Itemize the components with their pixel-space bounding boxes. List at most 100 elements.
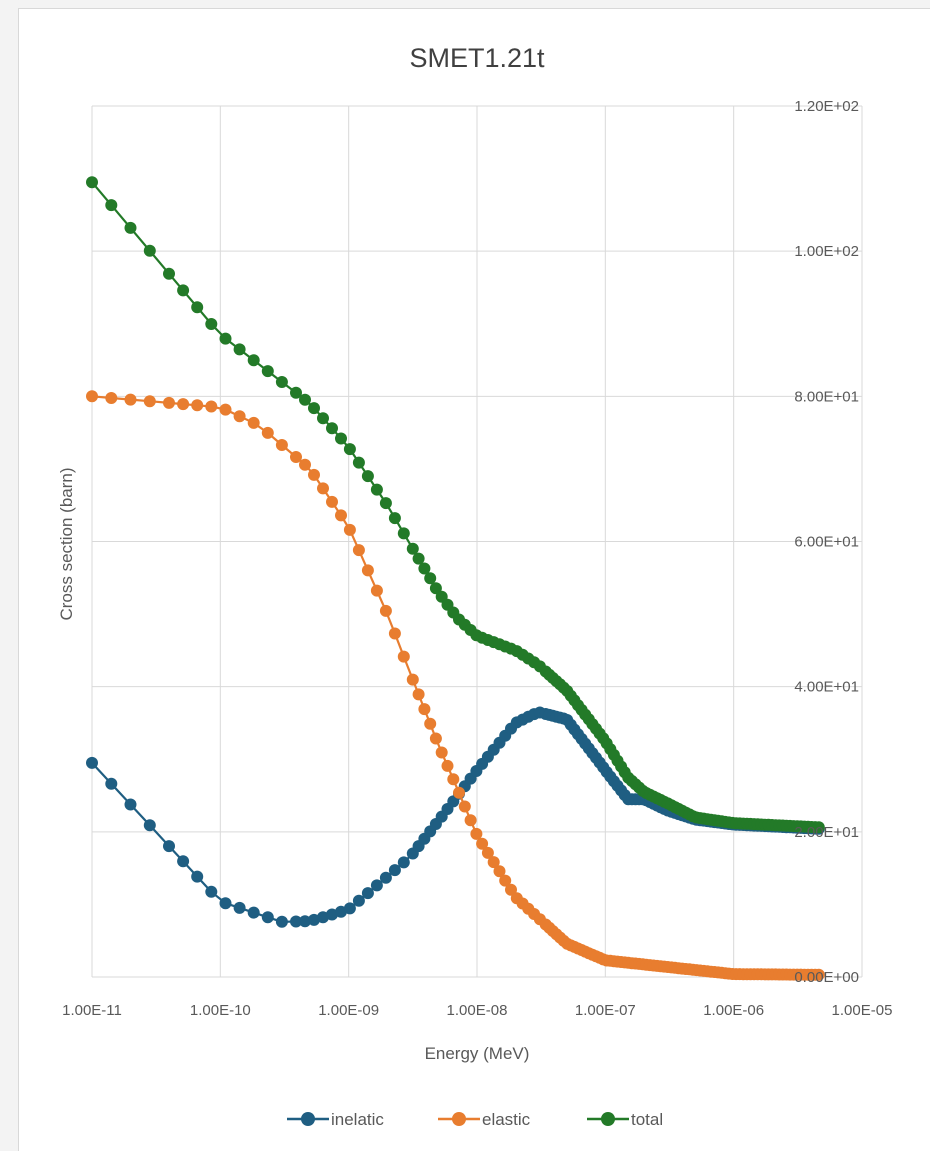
data-point-inelatic xyxy=(124,798,137,811)
gridlines xyxy=(91,105,863,978)
data-point-total xyxy=(418,562,431,575)
x-tick-label: 1.00E-08 xyxy=(447,1002,508,1019)
y-tick-label: 1.20E+02 xyxy=(794,98,859,115)
x-tick-label: 1.00E-11 xyxy=(62,1002,122,1019)
data-point-elastic xyxy=(299,458,311,471)
data-point-total xyxy=(191,301,204,314)
data-point-inelatic xyxy=(163,840,175,853)
data-point-elastic xyxy=(458,800,471,813)
data-point-elastic xyxy=(143,395,156,408)
series-elastic xyxy=(86,390,825,981)
data-point-inelatic xyxy=(299,915,311,928)
data-point-total xyxy=(326,422,338,435)
y-tick-label: 6.00E+01 xyxy=(794,534,859,551)
data-point-elastic xyxy=(441,759,454,772)
data-point-elastic xyxy=(505,883,517,896)
series-line-total xyxy=(91,181,819,829)
data-point-total xyxy=(812,821,825,834)
data-point-inelatic xyxy=(379,871,392,884)
data-point-elastic xyxy=(205,400,218,413)
series-line-elastic xyxy=(91,395,819,976)
data-point-inelatic xyxy=(308,913,320,926)
data-point-elastic xyxy=(412,688,425,701)
legend-item-inelatic: inelatic xyxy=(287,1110,384,1129)
data-point-elastic xyxy=(453,786,465,799)
data-point-total xyxy=(424,572,437,585)
data-point-elastic xyxy=(247,416,260,429)
data-point-inelatic xyxy=(361,887,374,900)
data-point-inelatic xyxy=(261,911,274,924)
data-point-elastic xyxy=(464,814,477,827)
data-point-elastic xyxy=(233,410,246,423)
data-point-total xyxy=(308,402,320,415)
data-point-inelatic xyxy=(397,856,410,869)
data-point-elastic xyxy=(406,673,419,686)
data-point-inelatic xyxy=(370,879,383,892)
data-point-total xyxy=(86,176,98,189)
data-point-elastic xyxy=(499,874,512,887)
data-point-elastic xyxy=(343,523,356,536)
data-point-elastic xyxy=(397,650,410,663)
data-point-elastic xyxy=(388,627,401,640)
data-point-elastic xyxy=(352,544,365,557)
data-point-elastic xyxy=(481,846,494,859)
y-tick-label: 0.00E+00 xyxy=(794,969,859,986)
data-point-total xyxy=(317,412,329,425)
y-tick-labels: 0.00E+00 2.00E+01 4.00E+01 6.00E+01 8.00E+01… xyxy=(794,98,859,986)
data-point-inelatic xyxy=(205,885,218,898)
data-point-elastic xyxy=(493,865,506,878)
data-point-total xyxy=(261,365,274,378)
legend-marker-inelatic xyxy=(301,1112,315,1126)
data-point-total xyxy=(352,456,365,469)
data-point-inelatic xyxy=(233,901,246,914)
legend-item-elastic: elastic xyxy=(438,1110,531,1129)
legend: inelatic elastic total xyxy=(287,1110,663,1129)
legend-label-elastic: elastic xyxy=(482,1110,531,1129)
data-point-elastic xyxy=(105,392,118,404)
data-point-elastic xyxy=(191,399,204,412)
data-point-total xyxy=(290,386,302,399)
data-point-total xyxy=(412,552,425,565)
data-point-elastic xyxy=(361,564,374,577)
data-point-elastic xyxy=(261,426,274,439)
x-tick-label: 1.00E-06 xyxy=(703,1002,764,1019)
data-point-inelatic xyxy=(388,864,401,877)
series-layer xyxy=(86,176,825,981)
data-point-total xyxy=(379,497,392,510)
chart-card: SMET1.21t Energy (MeV) Cross section (ba… xyxy=(18,8,930,1151)
x-tick-label: 1.00E-09 xyxy=(318,1002,379,1019)
data-point-elastic xyxy=(317,482,329,495)
data-point-elastic xyxy=(177,398,190,411)
data-point-inelatic xyxy=(275,915,288,928)
data-point-total xyxy=(429,582,442,595)
data-point-elastic xyxy=(424,717,437,730)
data-point-total xyxy=(247,354,260,367)
data-point-elastic xyxy=(370,584,383,597)
x-tick-label: 1.00E-10 xyxy=(190,1002,251,1019)
data-point-total xyxy=(163,267,175,280)
data-point-elastic xyxy=(308,468,320,481)
data-point-total xyxy=(335,432,347,445)
data-point-inelatic xyxy=(290,915,302,928)
data-point-total xyxy=(124,221,137,234)
y-tick-label: 8.00E+01 xyxy=(794,388,859,405)
data-point-inelatic xyxy=(177,855,190,868)
data-point-elastic xyxy=(435,746,448,759)
data-point-elastic xyxy=(379,604,392,617)
data-point-inelatic xyxy=(191,870,204,883)
data-point-elastic xyxy=(487,856,500,869)
y-axis-title: Cross section (barn) xyxy=(57,467,76,620)
data-point-elastic xyxy=(86,390,98,403)
y-tick-label: 4.00E+01 xyxy=(794,679,859,696)
data-point-total xyxy=(105,199,118,212)
data-point-inelatic xyxy=(86,756,98,769)
legend-marker-elastic xyxy=(452,1112,466,1126)
x-tick-labels: 1.00E-11 1.00E-10 1.00E-09 1.00E-08 1.00E-07… xyxy=(62,1002,892,1019)
x-tick-label: 1.00E-05 xyxy=(832,1002,893,1019)
data-point-elastic xyxy=(290,451,302,463)
data-point-total xyxy=(361,470,374,483)
data-point-total xyxy=(299,393,311,406)
data-point-elastic xyxy=(326,495,338,508)
data-point-total xyxy=(397,527,410,540)
data-point-total xyxy=(143,244,156,257)
